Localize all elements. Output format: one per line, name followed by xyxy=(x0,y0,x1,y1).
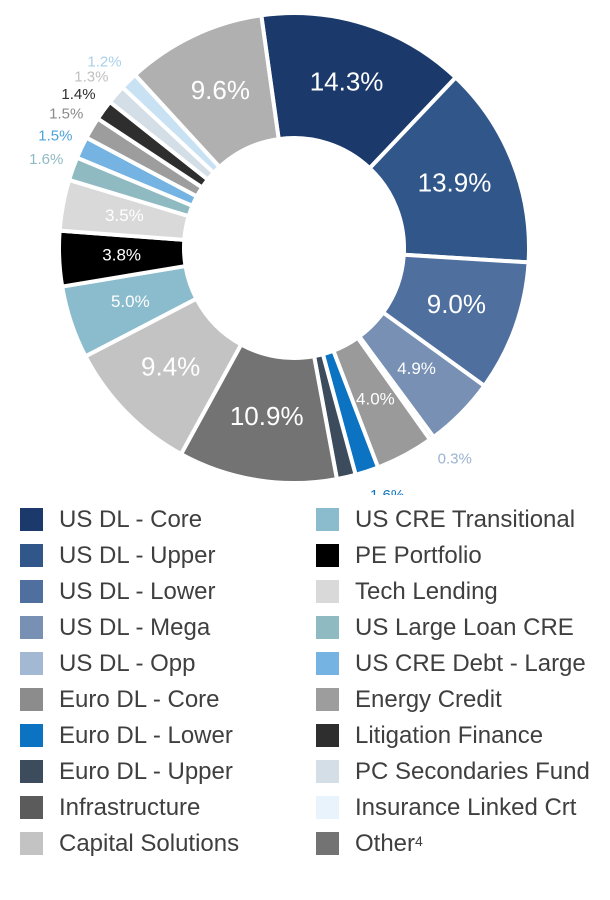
legend-label: Capital Solutions xyxy=(59,830,240,857)
legend-swatch xyxy=(20,796,43,819)
legend-swatch xyxy=(20,580,43,603)
legend-label: Litigation Finance xyxy=(355,722,544,749)
legend-swatch xyxy=(316,616,339,639)
legend-swatch xyxy=(20,688,43,711)
legend-label: Insurance Linked Crt xyxy=(355,794,577,821)
slice-data-label: 1.5% xyxy=(38,127,72,144)
slice-data-label: 13.9% xyxy=(418,168,492,198)
legend-swatch xyxy=(20,832,43,855)
legend-footnote-mark: 4 xyxy=(415,833,423,849)
legend-swatch xyxy=(316,724,339,747)
legend-label: Energy Credit xyxy=(355,686,502,713)
legend-label: Euro DL - Core xyxy=(59,686,220,713)
legend-label: Other4 xyxy=(355,830,423,857)
legend-swatch xyxy=(20,652,43,675)
slice-data-label: 0.3% xyxy=(438,450,472,467)
legend-swatch xyxy=(316,652,339,675)
slice-data-label: 5.0% xyxy=(111,292,150,311)
slice-data-label: 1.3% xyxy=(349,493,383,495)
legend-label: US DL - Upper xyxy=(59,542,216,569)
donut-chart: 14.3%13.9%9.0%4.9%0.3%4.0%1.6%1.3%10.9%9… xyxy=(29,11,531,495)
legend-label: US DL - Lower xyxy=(59,578,216,605)
slice-data-label: 9.4% xyxy=(141,351,200,381)
legend-swatch xyxy=(20,616,43,639)
slice-data-label: 4.9% xyxy=(397,359,436,378)
legend-swatch xyxy=(316,508,339,531)
slice-data-label: 14.3% xyxy=(310,67,384,97)
legend-swatch xyxy=(316,544,339,567)
legend-label: Euro DL - Lower xyxy=(59,722,233,749)
legend-swatch xyxy=(20,508,43,531)
slice-data-label: 4.0% xyxy=(356,390,395,409)
legend-label: US DL - Mega xyxy=(59,614,211,641)
legend-label: US Large Loan CRE xyxy=(355,614,574,641)
legend-label: Euro DL - Upper xyxy=(59,758,233,785)
legend-label: US CRE Debt - Large xyxy=(355,650,586,677)
legend-swatch xyxy=(20,724,43,747)
legend-swatch xyxy=(20,760,43,783)
legend-label: PC Secondaries Fund xyxy=(355,758,590,785)
donut-slice xyxy=(366,74,531,265)
legend-label: PE Portfolio xyxy=(355,542,482,569)
legend-label: Infrastructure xyxy=(59,794,201,821)
legend-label: US CRE Transitional xyxy=(355,506,576,533)
slice-data-label: 9.0% xyxy=(427,289,486,319)
legend-swatch xyxy=(316,796,339,819)
slice-data-label: 10.9% xyxy=(230,401,304,431)
legend-swatch xyxy=(316,688,339,711)
legend-swatch xyxy=(20,544,43,567)
slice-data-label: 1.5% xyxy=(49,106,83,123)
slice-data-label: 1.2% xyxy=(87,54,121,71)
slice-data-label: 3.5% xyxy=(105,206,144,225)
slice-data-label: 1.4% xyxy=(61,86,95,103)
slice-data-label: 1.3% xyxy=(74,68,108,85)
slice-data-label: 1.6% xyxy=(29,151,63,168)
donut-slice xyxy=(132,13,281,170)
legend-swatch xyxy=(316,832,339,855)
legend-swatch xyxy=(316,760,339,783)
legend-label: Tech Lending xyxy=(355,578,498,605)
donut-slice xyxy=(259,11,459,172)
slice-data-label: 3.8% xyxy=(102,245,141,264)
slice-data-label: 9.6% xyxy=(191,75,250,105)
legend-swatch xyxy=(316,580,339,603)
legend-label: US DL - Core xyxy=(59,506,203,533)
slice-data-label: 1.6% xyxy=(370,487,404,495)
legend-label: US DL - Opp xyxy=(59,650,196,677)
